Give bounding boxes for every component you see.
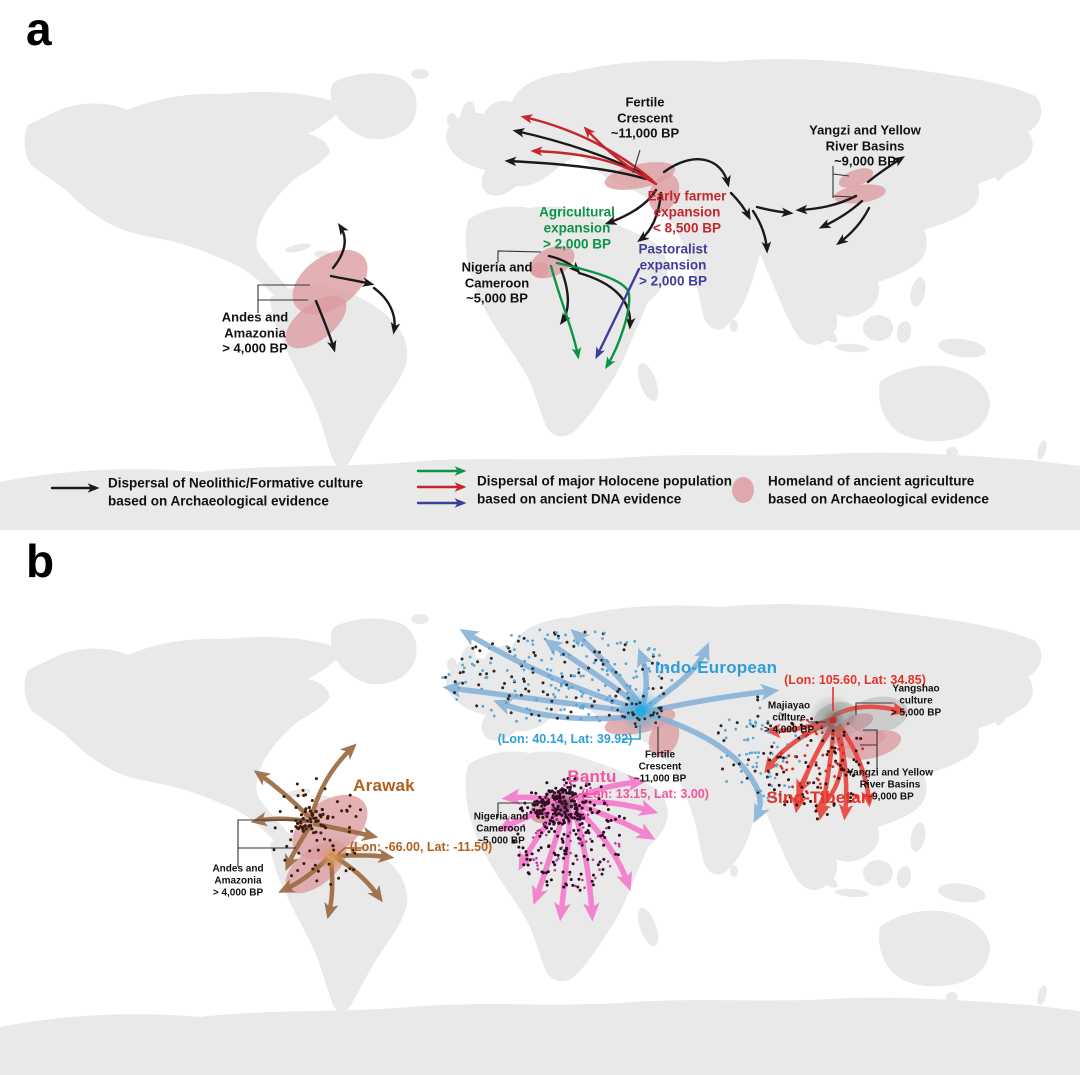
red-dna-arrows [416,114,658,492]
origin-starbursts [318,689,859,872]
panel-b-letter: b [26,535,55,587]
legend-dna-dispersal: Dispersal of major Holocene population b… [477,473,733,506]
panel-a-leader-lines [257,149,854,313]
label-fertile-crescent-b: Fertile Crescent ~11,000 BP [633,749,687,786]
label-andes-amazonia-b: Andes and Amazonia > 4,000 BP [212,863,264,900]
label-andes-amazonia-a: Andes and Amazonia > 4,000 BP [221,309,289,356]
label-nigeria-cameroon-a: Nigeria and Cameroon ~5,000 BP [461,259,533,306]
label-sino-tibetan-coords: (Lon: 105.60, Lat: 34.85) [784,673,926,687]
navy-dna-arrows [416,267,641,508]
panel-b-leader-lines [237,687,893,867]
label-sino-tibetan: Sino-Tibetan [766,788,872,807]
sample-site-dots [272,628,870,892]
black-dispersal-arrows [50,128,906,493]
label-fertile-crescent-a: Fertile Crescent ~11,000 BP [610,94,680,141]
label-bantu-coords: (Lon: 13.15, Lat: 3.00) [581,787,709,801]
label-early-farmer-expansion: Early farmer expansion < 8,500 BP [647,188,727,237]
green-dna-arrows [416,261,631,476]
label-yangzi-b: Yangzi and Yellow River Basins ~9,000 BP [847,767,933,804]
label-yangzi-a: Yangzi and Yellow River Basins ~9,000 BP [809,122,921,169]
label-bantu: Bantu [567,767,617,786]
legend-archaeology-dispersal: Dispersal of Neolithic/Formative culture… [108,475,364,508]
legend-homeland: Homeland of ancient agriculture based on… [768,473,989,506]
label-majiayao-culture: Majiayao culture > 4,000 BP [763,700,815,737]
panel-a-letter: a [26,3,52,55]
label-nigeria-cameroon-b: Nigeria and Cameroon ~5,000 BP [473,811,529,848]
label-yangshao-culture: Yangshao culture > 5,000 BP [890,683,942,720]
panel-a-map [0,59,1080,530]
label-pastoralist-expansion: Pastoralist expansion > 2,000 BP [638,241,708,290]
label-indo-european-coords: (Lon: 40.14, Lat: 39.92) [497,732,633,746]
label-agricultural-expansion: Agricultural expansion > 2,000 BP [539,204,615,253]
label-arawak-coords: (Lon: -66.00, Lat: -11.50) [349,840,493,854]
label-indo-european: Indo-European [654,658,778,677]
label-arawak: Arawak [353,776,415,795]
panel-b-map [0,604,1080,1075]
legend-homeland-swatch [732,477,754,503]
